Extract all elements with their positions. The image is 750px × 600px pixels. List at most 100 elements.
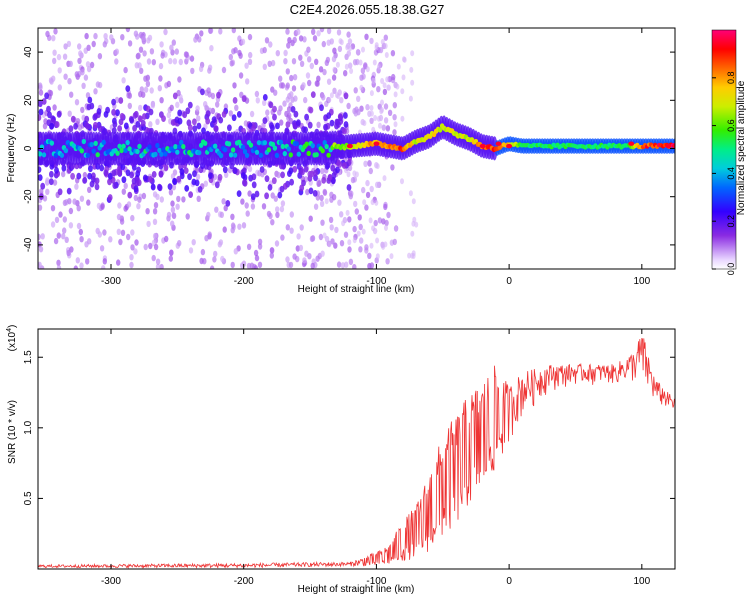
noise-mark bbox=[102, 41, 108, 48]
noise-mark bbox=[166, 111, 171, 119]
signal-mark bbox=[192, 125, 198, 133]
noise-mark bbox=[81, 82, 86, 90]
ridge-mark bbox=[274, 152, 280, 158]
noise-mark bbox=[382, 88, 388, 96]
noise-mark bbox=[310, 262, 315, 269]
noise-mark bbox=[278, 82, 284, 89]
noise-mark bbox=[56, 259, 61, 266]
noise-mark bbox=[57, 84, 62, 91]
signal-mark bbox=[236, 111, 242, 118]
top-x-tick-label: -300 bbox=[101, 276, 121, 287]
signal-mark bbox=[343, 121, 349, 128]
noise-mark bbox=[285, 82, 290, 89]
noise-mark bbox=[42, 195, 48, 202]
colorbar-tick-label: 0.2 bbox=[726, 215, 736, 228]
noise-mark bbox=[190, 67, 195, 75]
noise-mark bbox=[375, 237, 380, 244]
noise-mark bbox=[198, 65, 204, 73]
noise-mark bbox=[125, 28, 131, 33]
signal-mark bbox=[70, 172, 75, 180]
noise-mark bbox=[378, 122, 382, 129]
signal-mark bbox=[335, 166, 340, 174]
noise-mark bbox=[369, 37, 374, 45]
bottom-x-tick-label: -200 bbox=[234, 576, 254, 587]
noise-mark bbox=[134, 239, 139, 246]
noise-mark bbox=[365, 179, 370, 187]
noise-mark bbox=[329, 92, 334, 99]
noise-mark bbox=[326, 78, 332, 85]
noise-mark bbox=[133, 248, 138, 255]
noise-mark bbox=[270, 59, 276, 67]
noise-mark bbox=[78, 50, 83, 57]
noise-mark bbox=[56, 232, 61, 239]
noise-mark bbox=[168, 57, 173, 65]
noise-mark bbox=[387, 109, 393, 117]
noise-mark bbox=[369, 110, 374, 117]
noise-mark bbox=[191, 239, 196, 246]
noise-mark bbox=[371, 77, 376, 85]
noise-mark bbox=[151, 254, 156, 262]
noise-mark bbox=[291, 58, 297, 65]
noise-mark bbox=[361, 46, 365, 53]
noise-mark bbox=[291, 85, 297, 92]
peak-mark bbox=[479, 143, 486, 149]
signal-mark bbox=[142, 113, 147, 120]
signal-mark bbox=[310, 91, 316, 98]
noise-mark bbox=[296, 233, 301, 240]
noise-mark bbox=[306, 46, 311, 53]
noise-mark bbox=[314, 58, 319, 65]
signal-mark bbox=[121, 176, 127, 184]
signal-mark bbox=[321, 176, 327, 184]
noise-mark bbox=[249, 110, 255, 118]
signal-mark bbox=[308, 187, 314, 195]
noise-mark bbox=[346, 171, 351, 178]
noise-mark bbox=[346, 50, 351, 57]
noise-mark bbox=[93, 32, 98, 40]
noise-mark bbox=[109, 34, 114, 41]
signal-mark bbox=[73, 122, 78, 130]
noise-mark bbox=[250, 203, 256, 210]
ridge-mark bbox=[179, 139, 184, 145]
noise-mark bbox=[175, 203, 180, 210]
noise-mark bbox=[175, 101, 180, 109]
signal-mark bbox=[304, 113, 309, 121]
noise-mark bbox=[168, 189, 174, 196]
ridge-mark bbox=[157, 147, 162, 153]
signal-mark bbox=[135, 121, 141, 128]
signal-mark bbox=[115, 109, 120, 117]
noise-mark bbox=[123, 182, 128, 190]
noise-mark bbox=[241, 260, 247, 267]
noise-mark bbox=[296, 28, 301, 36]
noise-mark bbox=[136, 52, 141, 59]
ridge-mark bbox=[159, 151, 164, 157]
ridge-mark bbox=[262, 140, 268, 146]
noise-mark bbox=[228, 110, 233, 117]
noise-mark bbox=[347, 239, 352, 246]
noise-mark bbox=[270, 219, 275, 226]
noise-mark bbox=[287, 112, 292, 119]
noise-mark bbox=[368, 217, 373, 224]
bottom-x-tick-label: 100 bbox=[633, 576, 650, 587]
noise-mark bbox=[67, 78, 72, 85]
ridge-mark bbox=[278, 139, 284, 145]
signal-mark bbox=[66, 187, 72, 195]
noise-mark bbox=[354, 208, 359, 215]
signal-mark bbox=[251, 124, 256, 132]
ridge-mark bbox=[282, 151, 287, 157]
noise-mark bbox=[76, 205, 81, 212]
noise-mark bbox=[45, 188, 50, 195]
signal-mark bbox=[197, 186, 203, 193]
noise-mark bbox=[57, 67, 62, 74]
noise-mark bbox=[85, 258, 90, 265]
signal-mark bbox=[290, 106, 296, 113]
noise-mark bbox=[319, 28, 325, 33]
signal-mark bbox=[272, 113, 277, 121]
noise-mark bbox=[118, 238, 123, 246]
signal-mark bbox=[132, 112, 138, 119]
noise-mark bbox=[279, 205, 285, 213]
ridge-mark bbox=[296, 151, 301, 157]
noise-mark bbox=[385, 258, 390, 265]
ridge-mark bbox=[95, 152, 100, 158]
noise-mark bbox=[45, 30, 50, 38]
noise-mark bbox=[373, 115, 378, 121]
